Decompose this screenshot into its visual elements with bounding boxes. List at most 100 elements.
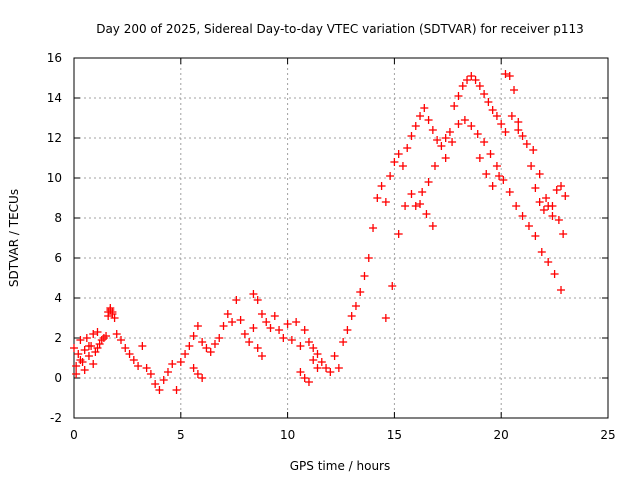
data-point [300,326,309,334]
data-point [351,302,360,310]
data-point [106,304,115,312]
data-point [407,132,416,140]
data-point [422,210,431,218]
data-point [495,172,504,180]
data-point [411,202,420,210]
data-point [386,172,395,180]
y-tick-label: 14 [47,91,62,105]
data-point [428,126,437,134]
data-point [322,364,331,372]
data-point [381,314,390,322]
data-point [492,112,501,120]
data-point [84,342,93,350]
data-point [168,360,177,368]
data-point [76,356,85,364]
data-point [377,182,386,190]
data-point [108,308,117,316]
data-point [458,82,467,90]
data-point [129,356,138,364]
data-point [339,338,348,346]
chart-title: Day 200 of 2025, Sidereal Day-to-day VTE… [96,22,584,36]
data-point [507,112,516,120]
data-point [416,200,425,208]
data-point [74,350,83,358]
data-point [467,72,476,80]
data-point [72,370,81,378]
data-point [497,120,506,128]
data-point [80,346,89,354]
data-point [104,312,113,320]
data-point [373,194,382,202]
data-point [210,340,219,348]
data-point [522,140,531,148]
data-point [275,326,284,334]
data-point [134,362,143,370]
data-point [176,358,185,366]
data-point [460,116,469,124]
data-point [202,344,211,352]
data-point [155,386,164,394]
data-point [416,112,425,120]
data-point [463,76,472,84]
data-point [76,336,85,344]
data-point [482,170,491,178]
data-point [89,330,98,338]
data-point [163,368,172,376]
data-point [550,270,559,278]
data-point [529,146,538,154]
data-point [480,138,489,146]
y-tick-label: 2 [54,331,62,345]
data-point [193,322,202,330]
data-point [93,344,102,352]
data-point [473,130,482,138]
axis-ticks: 0 5 10 15 20 25 -2 0 2 4 6 8 10 12 14 16 [47,51,616,442]
data-point [189,364,198,372]
y-tick-label: 0 [54,371,62,385]
data-point [110,314,119,322]
data-point [454,92,463,100]
data-point [381,198,390,206]
data-point [548,212,557,220]
data-point [249,290,258,298]
data-point [467,122,476,130]
data-point [206,348,215,356]
data-point [360,272,369,280]
data-point [181,350,190,358]
y-tick-label: 16 [47,51,62,65]
data-point [430,162,439,170]
data-point [185,342,194,350]
data-point [72,362,81,370]
data-point [561,192,570,200]
data-point [411,122,420,130]
data-point [317,358,326,366]
data-point [394,150,403,158]
data-point [347,312,356,320]
data-point [433,136,442,144]
data-point [441,154,450,162]
data-point [390,158,399,166]
data-point [313,364,322,372]
data-point [125,350,134,358]
data-point [420,104,429,112]
data-point [501,70,510,78]
data-point [343,326,352,334]
data-point [548,202,557,210]
data-point [330,352,339,360]
y-tick-label: 4 [54,291,62,305]
data-point [304,338,313,346]
data-point [292,318,301,326]
y-tick-label: -2 [50,411,62,425]
data-point [514,126,523,134]
data-point [369,224,378,232]
data-point [441,134,450,142]
data-point [531,184,540,192]
grid-lines [74,58,608,418]
data-point [403,144,412,152]
data-point [257,310,266,318]
data-point [450,102,459,110]
x-tick-label: 10 [280,428,295,442]
data-point [287,336,296,344]
x-tick-label: 20 [494,428,509,442]
